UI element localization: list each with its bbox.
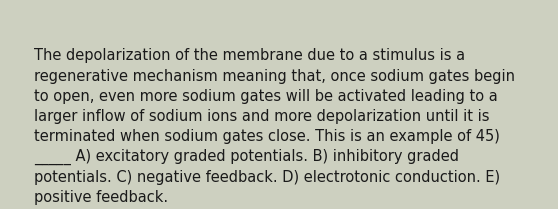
Text: The depolarization of the membrane due to a stimulus is a
regenerative mechanism: The depolarization of the membrane due t… (34, 48, 515, 205)
